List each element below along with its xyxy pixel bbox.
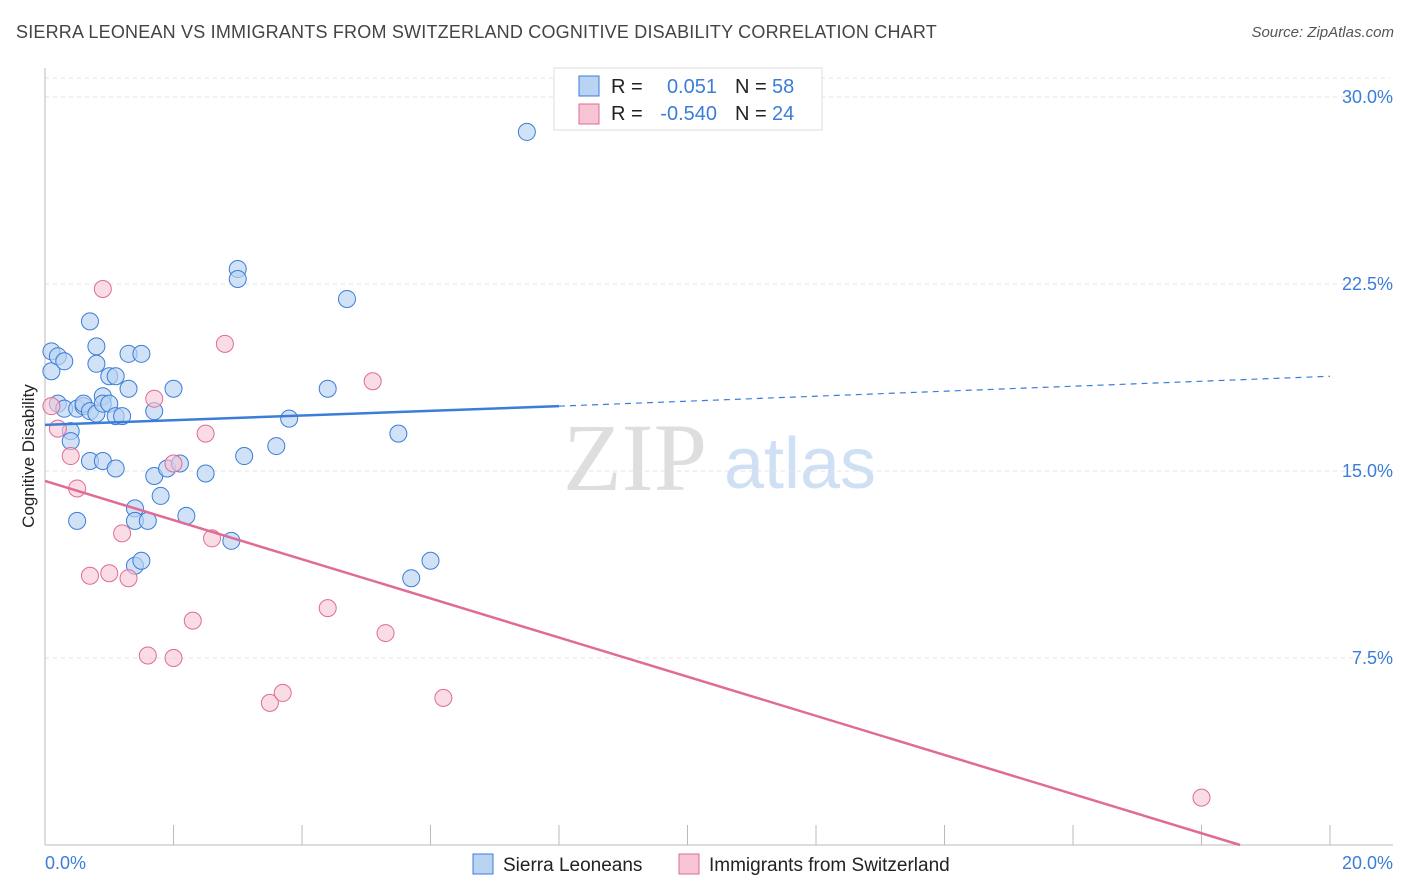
point-switzerland-17 bbox=[260, 693, 279, 712]
trend-lines bbox=[44, 375, 1331, 847]
point-switzerland-14 bbox=[196, 424, 215, 443]
point-sierra-leoneans-50 bbox=[337, 289, 356, 308]
point-switzerland-1 bbox=[48, 419, 67, 438]
legend-pink-swatch bbox=[678, 853, 700, 875]
point-sierra-leoneans-0 bbox=[42, 362, 61, 381]
pink-r-label: R = bbox=[611, 103, 643, 125]
blue-swatch bbox=[578, 75, 600, 97]
source-label: Source: ZipAtlas.com bbox=[1251, 24, 1394, 41]
pink-swatch bbox=[578, 103, 600, 125]
point-switzerland-2 bbox=[61, 447, 80, 466]
point-sierra-leoneans-37 bbox=[151, 486, 170, 505]
point-sierra-leoneans-33 bbox=[132, 344, 151, 363]
point-sierra-leoneans-42 bbox=[196, 464, 215, 483]
trend-sierra-leoneans-extension bbox=[558, 375, 1331, 407]
pink-r-value: -0.540 bbox=[660, 103, 717, 125]
point-sierra-leoneans-39 bbox=[164, 379, 183, 398]
blue-r-value: 0.051 bbox=[667, 76, 717, 98]
point-sierra-leoneans-9 bbox=[68, 511, 87, 530]
point-sierra-leoneans-49 bbox=[318, 379, 337, 398]
point-switzerland-8 bbox=[119, 569, 138, 588]
blue-n-label: N = bbox=[735, 76, 767, 98]
point-sierra-leoneans-15 bbox=[87, 337, 106, 356]
point-switzerland-10 bbox=[145, 389, 164, 408]
point-switzerland-9 bbox=[138, 646, 157, 665]
point-switzerland-6 bbox=[100, 564, 119, 583]
watermark-atlas: atlas bbox=[724, 424, 876, 504]
pink-n-value: 24 bbox=[772, 103, 794, 125]
point-sierra-leoneans-32 bbox=[132, 551, 151, 570]
legend-switzerland: Immigrants from Switzerland bbox=[709, 855, 950, 876]
legend-blue-swatch bbox=[472, 853, 494, 875]
point-sierra-leoneans-7 bbox=[61, 432, 80, 451]
point-sierra-leoneans-5 bbox=[55, 352, 74, 371]
point-sierra-leoneans-54 bbox=[517, 122, 536, 141]
switzerland-points bbox=[42, 279, 1211, 807]
axes bbox=[44, 68, 1393, 846]
point-switzerland-5 bbox=[93, 279, 112, 298]
y-axis-label: Cognitive Disability bbox=[19, 384, 38, 528]
point-switzerland-19 bbox=[318, 599, 337, 618]
point-sierra-leoneans-17 bbox=[87, 354, 106, 373]
point-switzerland-11 bbox=[164, 454, 183, 473]
sierra-leoneans-points bbox=[42, 122, 536, 588]
blue-n-value: 58 bbox=[772, 76, 794, 98]
y-tick-label-2: 22.5% bbox=[1342, 274, 1393, 294]
point-sierra-leoneans-48 bbox=[280, 409, 299, 428]
point-switzerland-21 bbox=[376, 624, 395, 643]
point-switzerland-12 bbox=[164, 649, 183, 667]
chart-title: SIERRA LEONEAN VS IMMIGRANTS FROM SWITZE… bbox=[16, 22, 937, 42]
point-switzerland-20 bbox=[363, 372, 382, 391]
y-tick-label-0: 7.5% bbox=[1352, 648, 1393, 668]
point-sierra-leoneans-51 bbox=[389, 424, 408, 443]
x-tick-label-left: 0.0% bbox=[45, 853, 86, 873]
y-tick-label-3: 30.0% bbox=[1342, 87, 1393, 107]
point-sierra-leoneans-25 bbox=[106, 459, 125, 478]
point-sierra-leoneans-27 bbox=[119, 379, 138, 398]
legend-sierra-leoneans: Sierra Leoneans bbox=[503, 855, 642, 876]
blue-r-label: R = bbox=[611, 76, 643, 98]
point-sierra-leoneans-26 bbox=[113, 407, 132, 426]
watermark-zip: ZIP bbox=[563, 404, 707, 511]
grid-lines bbox=[45, 77, 1390, 659]
series-legend: Sierra Leoneans Immigrants from Switzerl… bbox=[472, 853, 950, 876]
point-sierra-leoneans-53 bbox=[421, 551, 440, 570]
point-sierra-leoneans-45 bbox=[228, 270, 247, 289]
point-sierra-leoneans-47 bbox=[267, 437, 286, 456]
trend-sierra-leoneans bbox=[44, 404, 560, 427]
point-switzerland-23 bbox=[1192, 788, 1211, 807]
trend-switzerland bbox=[44, 479, 1241, 847]
point-switzerland-18 bbox=[273, 683, 292, 702]
point-switzerland-7 bbox=[113, 524, 132, 543]
point-sierra-leoneans-52 bbox=[402, 569, 421, 588]
pink-n-label: N = bbox=[735, 103, 767, 125]
point-sierra-leoneans-46 bbox=[235, 447, 254, 466]
point-switzerland-0 bbox=[42, 397, 61, 416]
point-switzerland-13 bbox=[183, 611, 202, 630]
x-tick-label-right: 20.0% bbox=[1342, 853, 1393, 873]
point-sierra-leoneans-24 bbox=[106, 367, 125, 386]
stats-legend: R = 0.051 N = 58 R = -0.540 N = 24 bbox=[553, 67, 823, 131]
point-switzerland-22 bbox=[434, 688, 453, 707]
y-tick-label-1: 15.0% bbox=[1342, 461, 1393, 481]
tick-labels: 7.5% 15.0% 22.5% 30.0% 0.0% 20.0% bbox=[45, 87, 1393, 873]
point-sierra-leoneans-12 bbox=[80, 312, 99, 331]
point-switzerland-16 bbox=[215, 334, 234, 353]
point-switzerland-4 bbox=[80, 566, 99, 585]
